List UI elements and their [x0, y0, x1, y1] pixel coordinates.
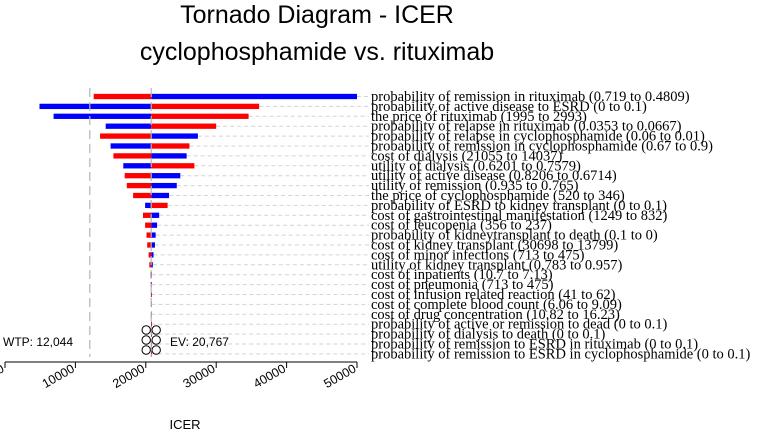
bar-high [39, 103, 152, 110]
wtp-label: WTP: 12,044 [3, 335, 73, 349]
category-label: cost of gastrointestinal manifestation (… [371, 208, 668, 224]
bar-high [145, 202, 152, 209]
bar-low [151, 113, 249, 119]
bar-low [151, 351, 152, 357]
reference-lines [89, 88, 152, 357]
category-label: utility of dialysis (0.6201 to 0.7579) [371, 158, 581, 174]
bar-high [151, 182, 177, 189]
category-label: probability of dialysis to death (0 to 0… [371, 327, 606, 343]
x-tick-label: 0 [0, 361, 7, 377]
bar-high [123, 163, 152, 169]
category-label: cost of infusion related reaction (41 to… [371, 287, 616, 303]
x-tick-label: 40000 [251, 361, 288, 391]
category-label: utility of kidney transplant (0.783 to 0… [371, 257, 622, 273]
bar-low [113, 153, 152, 159]
bar-low [151, 103, 260, 110]
x-tick-label: 50000 [321, 361, 358, 391]
bar-low [149, 262, 152, 268]
bar-high [151, 93, 357, 100]
ev-circle [141, 345, 151, 355]
ev-marker [141, 325, 161, 355]
bar-high [110, 143, 152, 149]
category-label: cost of minor infections (713 to 475) [371, 247, 585, 263]
ev-circle [151, 325, 161, 335]
x-tick-label: 10000 [40, 361, 77, 391]
bar-low [145, 222, 152, 228]
category-label: cost of complete blood count (6.06 to 9.… [371, 297, 622, 313]
bar-low [151, 123, 217, 129]
category-label: cost of drug concentration (10.82 to 16.… [371, 307, 620, 323]
bar-low [100, 133, 152, 139]
category-label: cost of kidney transplant (30698 to 1379… [371, 238, 618, 254]
bar-high [151, 291, 152, 298]
bar-low [142, 212, 152, 218]
bar-low [148, 252, 152, 258]
bar-low [151, 163, 195, 169]
category-label: probability of remission in cyclophospha… [371, 139, 713, 155]
gridlines [151, 96, 369, 355]
category-label: probability of relapse in cyclophosphami… [371, 129, 705, 145]
category-labels: probability of remission in rituximab (0… [371, 89, 751, 362]
bar-low [151, 202, 168, 209]
bar-high [151, 232, 156, 238]
x-axis-label: ICER [169, 417, 200, 432]
category-label: cost of dialysis (21055 to 14037) [371, 148, 562, 164]
category-label: cost of inpatients (10.7 to 7.13) [371, 267, 553, 283]
category-label: probability of kidneytransplant to death… [371, 228, 658, 244]
ev-label: EV: 20,767 [170, 335, 229, 349]
bar-high [151, 192, 170, 199]
bar-low [146, 232, 152, 238]
category-label: probability of remission to ESRD in cycl… [371, 346, 751, 362]
bar-high [151, 133, 198, 139]
category-label: the price of cyclophosphamide (520 to 34… [371, 188, 625, 204]
bar-low [150, 291, 152, 298]
ev-circle [151, 345, 161, 355]
bar-high [151, 212, 160, 218]
ev-circle [141, 335, 151, 345]
category-label: probability of relapse in rituximab (0.0… [371, 119, 682, 135]
x-tick-label: 20000 [110, 361, 147, 391]
category-label: probability of ESRD to kidney transplant… [371, 198, 667, 214]
bar-high [151, 153, 187, 159]
bar-high [151, 173, 181, 179]
bars-group [39, 93, 357, 357]
bar-low [126, 182, 152, 189]
bar-low [124, 173, 152, 179]
bar-low [133, 192, 152, 199]
category-label: utility of active disease (0.8206 to 0.6… [371, 168, 617, 184]
bar-high [151, 262, 153, 268]
bar-low [93, 93, 152, 100]
bar-high [105, 123, 152, 129]
bar-low [147, 242, 152, 248]
category-label: probability of remission in rituximab (0… [371, 89, 690, 105]
chart-title: Tornado Diagram - ICER [180, 1, 454, 29]
x-tick-label: 30000 [181, 361, 218, 391]
bar-low [151, 143, 190, 149]
chart-subtitle: cyclophosphamide vs. rituximab [140, 38, 494, 66]
ev-circle [141, 325, 151, 335]
bar-low [151, 321, 152, 327]
category-label: cost of leucopenia (356 to 237) [371, 218, 552, 234]
category-label: the price of rituximab (1995 to 2993) [371, 109, 587, 125]
category-label: probability of active or remission to de… [371, 317, 668, 333]
ev-circle [151, 335, 161, 345]
category-label: utility of remission (0.935 to 0.765) [371, 178, 579, 194]
x-axis: 0 10000 20000 30000 40000 50000 [0, 361, 359, 391]
bar-high [151, 252, 154, 258]
category-label: probability of remission to ESRD in ritu… [371, 337, 698, 353]
category-label: cost of pneumonia (713 to 475) [371, 277, 554, 293]
category-label: probability of active disease to ESRD (0… [371, 99, 647, 115]
bar-high [53, 113, 152, 119]
bar-high [151, 242, 155, 248]
bar-high [151, 222, 158, 228]
